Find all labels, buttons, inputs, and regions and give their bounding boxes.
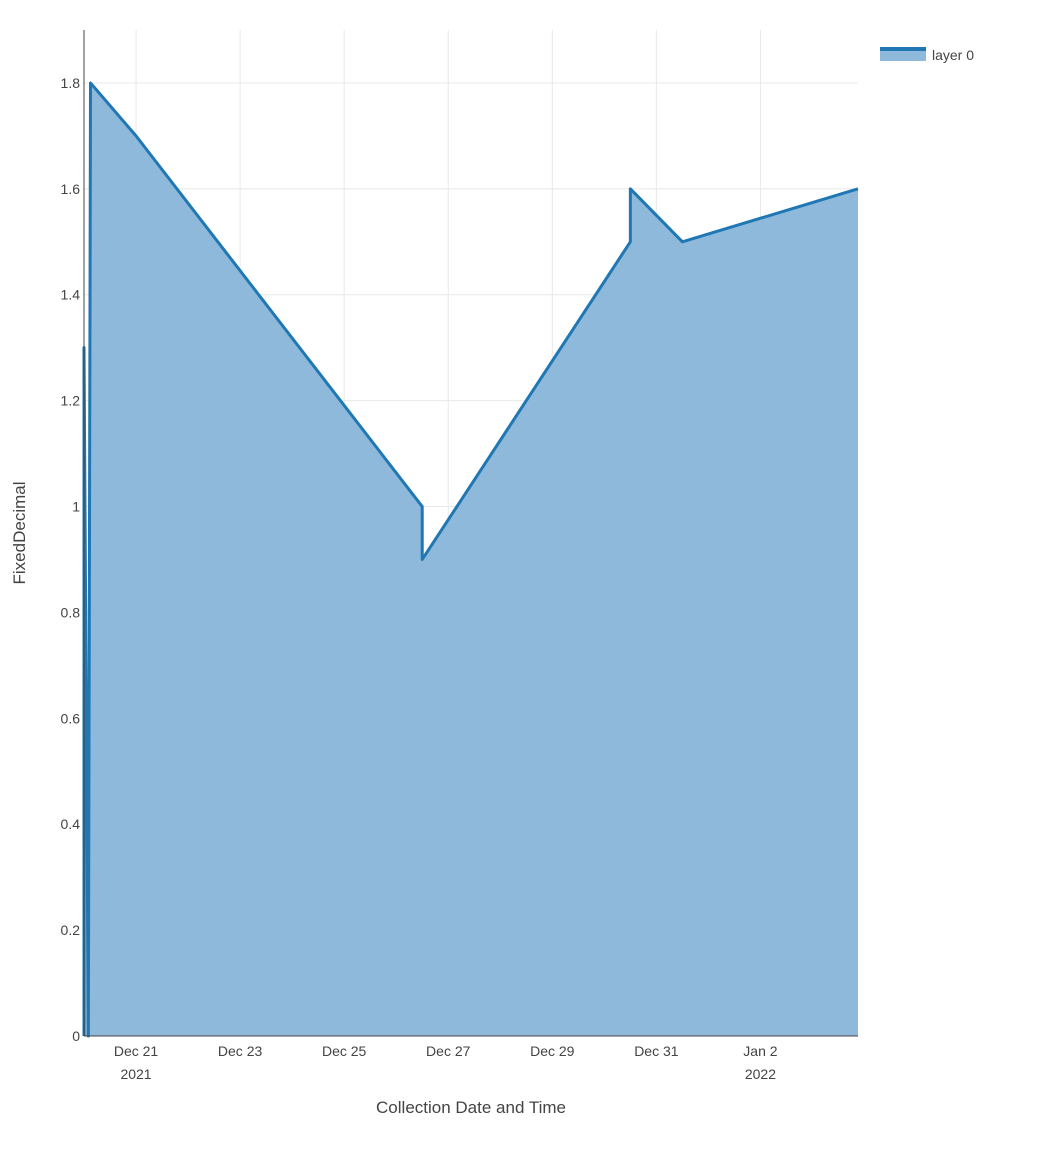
y-tick-label: 1.4 [61,287,81,303]
x-tick-label: Jan 2 [743,1043,777,1059]
legend[interactable]: layer 0 [880,47,974,63]
x-tick-label: Dec 31 [634,1043,679,1059]
x-axis-title: Collection Date and Time [376,1098,566,1117]
area-fill [84,82,858,1036]
y-tick-label: 1.6 [61,181,81,197]
y-tick-label: 0.2 [61,922,81,938]
axes [83,30,858,1037]
legend-label: layer 0 [932,47,974,63]
y-tick-label: 0.8 [61,604,81,620]
x-tick-label: Dec 29 [530,1043,575,1059]
series-line[interactable] [82,81,859,1038]
y-axis-ticks: 0 0.2 0.4 0.6 0.8 1 1.2 1.4 1.6 1.8 [61,75,81,1044]
y-tick-label: 0.6 [61,710,81,726]
series-area [82,81,859,1038]
x-axis-ticks: Dec 21 2021 Dec 23 Dec 25 Dec 27 Dec 29 Dec 31… [114,1043,778,1082]
x-tick-label: Dec 23 [218,1043,263,1059]
y-axis-title: FixedDecimal [10,482,29,585]
y-tick-label: 0 [72,1028,80,1044]
x-tick-label: Dec 27 [426,1043,471,1059]
x-tick-label: Dec 21 [114,1043,159,1059]
x-tick-year-label: 2022 [745,1066,776,1082]
y-tick-label: 1.8 [61,75,81,91]
y-tick-label: 1 [72,499,80,515]
x-tick-label: Dec 25 [322,1043,367,1059]
y-tick-label: 1.2 [61,393,81,409]
y-tick-label: 0.4 [61,816,81,832]
x-tick-year-label: 2021 [120,1066,151,1082]
